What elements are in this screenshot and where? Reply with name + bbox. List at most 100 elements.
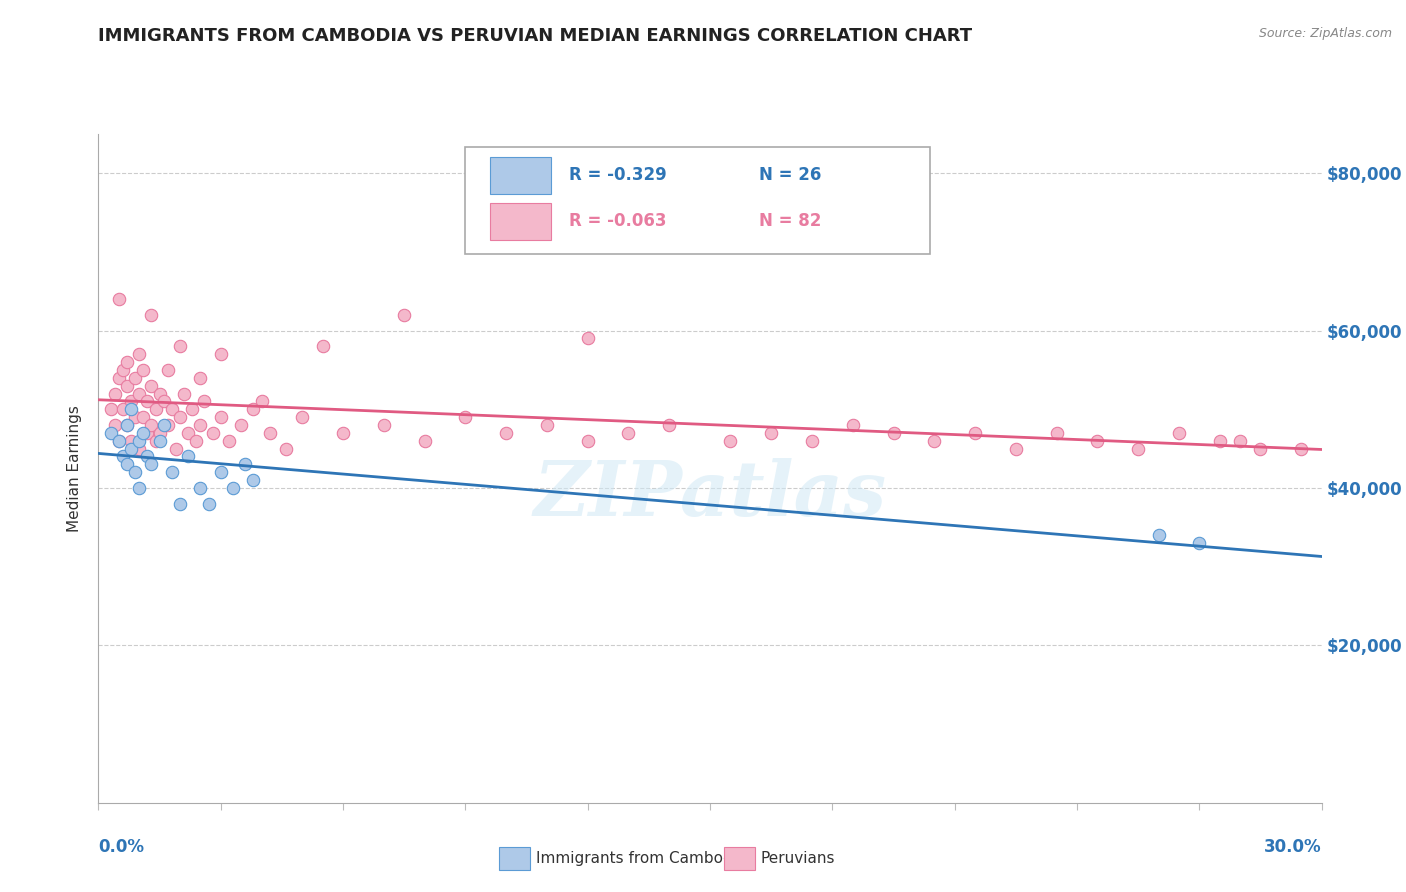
Point [132,425,155,440]
Text: 30.0%: 30.0% [1264,838,1322,856]
Point [108,292,131,306]
Point [1229,434,1251,448]
Point [128,442,150,456]
Point [120,394,142,409]
Point [115,417,138,432]
Point [259,425,281,440]
Point [149,425,172,440]
Y-axis label: Median Earnings: Median Earnings [67,405,83,532]
Point [132,363,155,377]
Point [136,425,159,440]
Point [188,481,212,495]
Point [250,394,273,409]
Point [149,434,172,448]
Text: R = -0.063: R = -0.063 [569,211,666,230]
Point [883,425,905,440]
Point [128,347,150,361]
Point [145,402,167,417]
Point [720,434,742,448]
Point [576,434,599,448]
Point [111,450,134,464]
Text: IMMIGRANTS FROM CAMBODIA VS PERUVIAN MEDIAN EARNINGS CORRELATION CHART: IMMIGRANTS FROM CAMBODIA VS PERUVIAN MED… [98,27,973,45]
Text: ZIPatlas: ZIPatlas [533,458,887,532]
Bar [489,157,551,194]
Point [181,402,204,417]
Point [169,339,191,353]
Point [169,410,191,425]
Point [115,378,138,392]
Point [233,458,256,472]
Point [188,371,212,385]
Point [454,410,477,425]
Point [274,442,297,456]
Point [136,450,159,464]
Point [177,425,200,440]
Point [1004,442,1026,456]
Point [160,402,183,417]
Point [201,425,224,440]
Point [1291,442,1313,456]
Point [291,410,314,425]
Point [231,417,253,432]
Point [841,417,863,432]
Point [761,425,783,440]
Point [141,378,163,392]
Point [312,339,335,353]
Point [111,363,134,377]
Point [120,402,142,417]
Point [536,417,558,432]
Point [1188,536,1211,550]
Point [115,458,138,472]
Point [165,442,187,456]
Point [413,434,436,448]
Point [152,394,174,409]
Point [658,417,681,432]
Point [128,386,150,401]
Point [160,465,183,479]
Point [124,465,146,479]
Point [145,434,167,448]
Point [108,371,131,385]
Point [495,425,517,440]
Point [1209,434,1232,448]
Point [1167,425,1189,440]
Point [617,425,640,440]
Point [156,363,179,377]
Text: Peruvians: Peruvians [761,852,835,866]
Point [115,355,138,369]
Point [128,481,150,495]
Point [169,497,191,511]
Point [186,434,208,448]
Point [141,458,163,472]
Point [1085,434,1108,448]
Point [242,402,264,417]
Point [242,473,264,487]
Text: Immigrants from Cambodia: Immigrants from Cambodia [536,852,747,866]
Point [132,410,155,425]
Point [218,434,240,448]
Point [1147,528,1170,542]
Point [1249,442,1271,456]
Point [197,497,219,511]
Point [108,434,131,448]
Point [136,394,159,409]
Point [332,425,354,440]
Point [193,394,215,409]
Point [152,417,174,432]
Point [120,434,142,448]
Point [576,331,599,345]
Point [1128,442,1150,456]
Point [209,465,232,479]
Point [965,425,987,440]
Point [373,417,395,432]
Point [124,410,146,425]
Text: N = 82: N = 82 [759,211,821,230]
Text: Source: ZipAtlas.com: Source: ZipAtlas.com [1258,27,1392,40]
Point [222,481,245,495]
Point [141,417,163,432]
Point [115,417,138,432]
Point [104,386,127,401]
Point [173,386,195,401]
Point [209,410,232,425]
Text: N = 26: N = 26 [759,166,821,185]
